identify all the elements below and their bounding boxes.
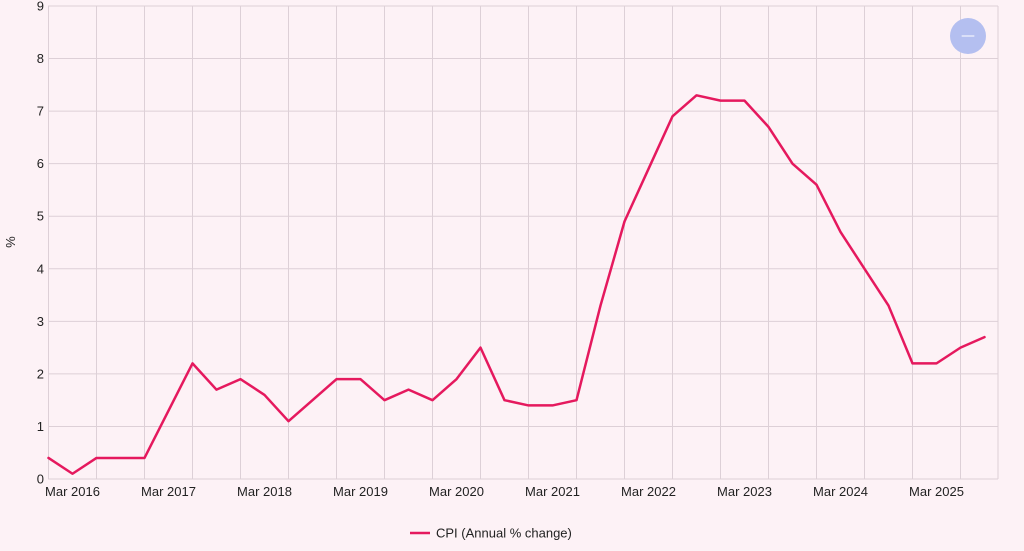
y-tick-label: 0 — [37, 472, 44, 487]
y-tick-label: 5 — [37, 209, 44, 224]
grid — [48, 5, 999, 480]
y-tick-label: 1 — [37, 419, 44, 434]
y-tick-label: 2 — [37, 366, 44, 381]
y-tick-label: 8 — [37, 51, 44, 66]
x-tick-label: Mar 2025 — [909, 484, 964, 499]
x-axis: Mar 2016 Mar 2017 Mar 2018 Mar 2019 Mar 2020… — [45, 484, 964, 499]
x-tick-label: Mar 2016 — [45, 484, 100, 499]
x-tick-label: Mar 2024 — [813, 484, 868, 499]
zoom-out-button[interactable]: — — [950, 18, 986, 54]
legend[interactable]: CPI (Annual % change) — [410, 526, 572, 541]
minus-icon: — — [961, 28, 975, 44]
x-tick-label: Mar 2017 — [141, 484, 196, 499]
y-axis-label: % — [3, 236, 18, 248]
y-tick-label: 9 — [37, 0, 44, 14]
y-axis: 0 1 2 3 4 5 6 7 8 9 — [37, 0, 44, 487]
series-layer — [47, 94, 986, 475]
x-tick-label: Mar 2021 — [525, 484, 580, 499]
series-line-cpi — [47, 94, 986, 475]
x-tick-label: Mar 2022 — [621, 484, 676, 499]
x-tick-label: Mar 2018 — [237, 484, 292, 499]
x-tick-label: Mar 2023 — [717, 484, 772, 499]
x-tick-label: Mar 2020 — [429, 484, 484, 499]
y-tick-label: 4 — [37, 261, 44, 276]
y-tick-label: 6 — [37, 156, 44, 171]
x-tick-label: Mar 2019 — [333, 484, 388, 499]
y-tick-label: 7 — [37, 104, 44, 119]
y-tick-label: 3 — [37, 314, 44, 329]
legend-label: CPI (Annual % change) — [436, 526, 572, 541]
